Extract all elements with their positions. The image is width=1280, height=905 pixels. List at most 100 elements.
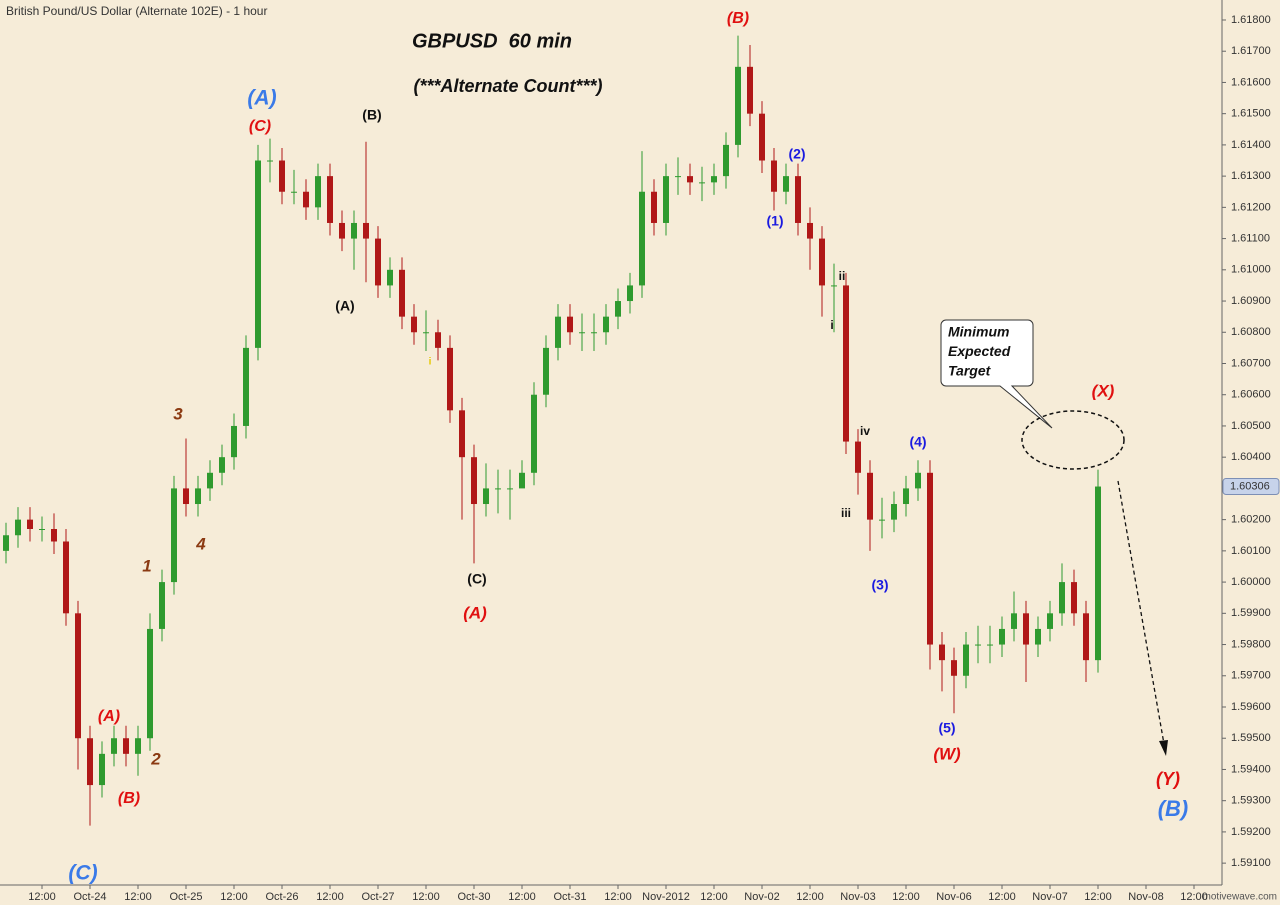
last-price-label: 1.60306: [1230, 480, 1270, 492]
x-tick-label: 12:00: [1180, 891, 1208, 903]
wave-label: (A): [335, 298, 354, 314]
x-tick-label: Nov-02: [744, 891, 779, 903]
y-tick-label: 1.61400: [1231, 139, 1271, 151]
candle-body: [615, 301, 621, 317]
candle-body: [267, 160, 273, 162]
y-tick-label: 1.61600: [1231, 76, 1271, 88]
wave-label: (C): [467, 571, 486, 587]
x-tick-label: 12:00: [220, 891, 248, 903]
chart-title: GBPUSD 60 min: [412, 30, 572, 52]
chart-subtitle: (***Alternate Count***): [413, 76, 602, 96]
wave-label: 2: [150, 749, 161, 768]
candle-body: [27, 519, 33, 530]
wave-label: ii: [839, 269, 846, 283]
candle-body: [735, 66, 741, 145]
candle-body: [675, 176, 681, 178]
candle-body: [975, 644, 981, 646]
candle-body: [723, 144, 729, 177]
x-tick-label: 12:00: [28, 891, 56, 903]
candle-body: [135, 738, 141, 754]
candle-body: [1083, 613, 1089, 661]
candle-body: [183, 488, 189, 505]
y-tick-label: 1.59200: [1231, 826, 1271, 838]
x-tick-label: 12:00: [508, 891, 536, 903]
candle-body: [543, 347, 549, 395]
candle-body: [987, 644, 993, 646]
candle-body: [663, 176, 669, 223]
candle-body: [459, 410, 465, 458]
candle-body: [171, 488, 177, 583]
candle-body: [651, 191, 657, 223]
candle-body: [1035, 628, 1041, 645]
y-tick-label: 1.60100: [1231, 545, 1271, 557]
x-tick-label: 12:00: [988, 891, 1016, 903]
wave-label: (B): [727, 10, 749, 27]
candle-body: [375, 238, 381, 286]
candle-body: [687, 176, 693, 183]
candle-body: [831, 285, 837, 287]
candle-body: [963, 644, 969, 676]
y-tick-label: 1.59800: [1231, 638, 1271, 650]
candle-body: [927, 472, 933, 645]
wave-label: (C): [68, 862, 97, 885]
wave-label: (1): [766, 213, 783, 229]
callout-text: Expected: [948, 343, 1011, 359]
x-tick-label: 12:00: [316, 891, 344, 903]
candle-body: [291, 191, 297, 193]
wave-label: 3: [173, 404, 183, 423]
candle-body: [795, 176, 801, 223]
y-tick-label: 1.61800: [1231, 14, 1271, 26]
candle-body: [1011, 613, 1017, 629]
candle-body: [771, 160, 777, 192]
candle-body: [3, 535, 9, 551]
candle-body: [891, 504, 897, 520]
x-tick-label: Nov-03: [840, 891, 875, 903]
wave-label: iii: [841, 506, 851, 520]
candle-body: [219, 457, 225, 473]
callout-text: Minimum: [948, 324, 1009, 340]
candle-body: [51, 529, 57, 542]
x-tick-label: 12:00: [700, 891, 728, 903]
y-tick-label: 1.60800: [1231, 326, 1271, 338]
target-ellipse: [1021, 410, 1125, 470]
candle-body: [327, 176, 333, 223]
wave-label: (C): [249, 118, 271, 135]
candle-body: [39, 529, 45, 531]
x-tick-label: Nov-07: [1032, 891, 1067, 903]
wave-label: (Y): [1156, 769, 1180, 789]
y-tick-label: 1.59400: [1231, 763, 1271, 775]
wave-label: i: [429, 357, 432, 368]
wave-label: (B): [362, 107, 381, 123]
y-tick-label: 1.59100: [1231, 857, 1271, 869]
x-tick-label: 12:00: [604, 891, 632, 903]
candle-body: [75, 613, 81, 739]
y-tick-label: 1.61700: [1231, 45, 1271, 57]
candle-body: [423, 332, 429, 334]
candle-body: [819, 238, 825, 286]
candle-body: [1059, 582, 1065, 614]
candle-body: [855, 441, 861, 473]
y-tick-label: 1.59600: [1231, 701, 1271, 713]
x-tick-label: Nov-2012: [642, 891, 690, 903]
candle-body: [411, 316, 417, 333]
x-tick-label: Nov-08: [1128, 891, 1163, 903]
callout-text: Target: [948, 363, 992, 379]
wave-label: 1: [142, 556, 151, 575]
candle-body: [231, 425, 237, 458]
candle-body: [399, 269, 405, 317]
x-tick-label: Nov-06: [936, 891, 971, 903]
candle-body: [447, 347, 453, 411]
candle-body: [627, 285, 633, 302]
wave-label: (A): [463, 603, 487, 622]
wave-label: (X): [1092, 381, 1115, 400]
candle-body: [123, 738, 129, 754]
y-tick-label: 1.61100: [1231, 232, 1270, 244]
candle-body: [603, 316, 609, 333]
y-tick-label: 1.61200: [1231, 201, 1271, 213]
wave-label: (3): [871, 577, 888, 593]
candle-body: [1071, 582, 1077, 614]
candle-body: [555, 316, 561, 348]
